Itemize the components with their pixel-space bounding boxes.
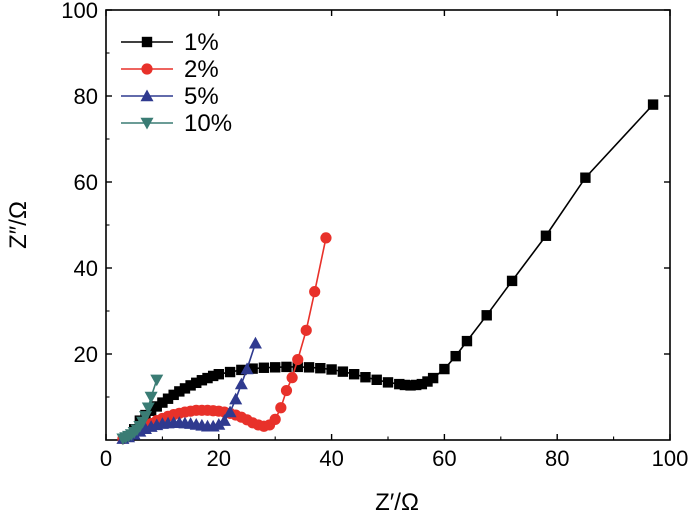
legend-item: 1%	[121, 29, 219, 56]
data-point	[185, 380, 196, 391]
data-point	[300, 324, 312, 336]
y-tick-label: 80	[74, 84, 98, 109]
data-point	[236, 364, 247, 376]
data-point	[427, 372, 439, 384]
data-point	[303, 362, 315, 373]
data-point	[371, 374, 382, 385]
data-point	[348, 369, 360, 380]
data-point	[281, 361, 292, 373]
data-point	[179, 383, 191, 394]
data-point	[450, 350, 461, 362]
data-point	[292, 353, 304, 366]
data-point	[138, 411, 152, 423]
data-point	[212, 418, 226, 430]
x-axis-title: Z′/Ω	[375, 489, 419, 516]
data-point	[247, 363, 258, 374]
data-point	[162, 393, 174, 404]
data-point	[315, 362, 326, 374]
data-point	[150, 374, 164, 387]
legend-item: 10%	[121, 110, 232, 137]
data-point	[399, 379, 411, 391]
data-point	[224, 366, 236, 378]
data-point	[223, 405, 237, 418]
legend-item: 2%	[121, 56, 219, 83]
legend-label: 1%	[184, 29, 219, 56]
y-axis-title: Z″/Ω	[5, 201, 32, 249]
data-point	[213, 369, 224, 380]
y-tick-label: 20	[74, 342, 98, 367]
data-point	[168, 389, 179, 401]
series-1	[129, 99, 659, 435]
data-point	[229, 392, 243, 405]
legend-label: 2%	[184, 56, 219, 83]
data-point	[191, 377, 202, 389]
legend-item: 5%	[121, 83, 219, 110]
data-point	[280, 384, 293, 397]
data-point	[422, 376, 433, 387]
y-tick-label: 60	[74, 170, 98, 195]
data-point	[258, 362, 270, 373]
data-point	[337, 366, 349, 377]
data-point	[240, 362, 254, 375]
legend-marker	[141, 36, 153, 48]
data-point	[326, 364, 337, 375]
data-point	[461, 335, 473, 347]
data-point	[360, 372, 371, 383]
data-point	[151, 401, 162, 412]
data-point	[382, 377, 394, 388]
data-point	[275, 402, 287, 414]
x-tick-label: 40	[319, 446, 343, 471]
data-point	[309, 286, 321, 298]
data-point	[157, 397, 168, 408]
data-point	[481, 310, 492, 321]
data-point	[141, 402, 155, 415]
legend-label: 10%	[184, 110, 232, 137]
legend-label: 5%	[184, 83, 219, 110]
x-tick-label: 100	[652, 446, 689, 471]
series-layer	[116, 99, 659, 446]
data-point	[207, 370, 219, 382]
y-tick-label: 40	[74, 256, 98, 281]
data-point	[217, 414, 231, 426]
x-tick-label: 0	[100, 446, 112, 471]
legend: 1%2%5%10%	[121, 29, 232, 137]
data-point	[270, 362, 281, 373]
data-point	[248, 336, 262, 349]
data-point	[196, 375, 208, 386]
data-point	[540, 230, 552, 241]
data-point	[174, 386, 185, 397]
data-point	[234, 377, 248, 390]
legend-marker	[140, 117, 154, 130]
x-tick-label: 60	[432, 446, 456, 471]
data-point	[269, 413, 281, 425]
data-point	[320, 232, 332, 244]
y-tick-label: 100	[61, 0, 98, 23]
axis-ticks: 0 20 40 60 80 100 20 40 60 80 100	[61, 0, 688, 471]
x-tick-label: 20	[207, 446, 231, 471]
data-point	[202, 372, 213, 384]
data-point	[145, 405, 157, 416]
data-point	[394, 378, 405, 390]
data-point	[411, 379, 422, 391]
x-tick-label: 80	[545, 446, 569, 471]
data-point	[292, 361, 303, 373]
data-point	[144, 391, 158, 404]
series-4	[116, 374, 164, 446]
legend-marker	[141, 63, 153, 75]
data-point	[416, 378, 428, 390]
legend-marker	[140, 89, 154, 102]
data-point	[647, 99, 659, 110]
data-point	[439, 363, 450, 375]
data-point	[405, 380, 416, 391]
data-point	[286, 372, 298, 384]
data-point	[580, 172, 591, 183]
data-point	[506, 275, 518, 287]
